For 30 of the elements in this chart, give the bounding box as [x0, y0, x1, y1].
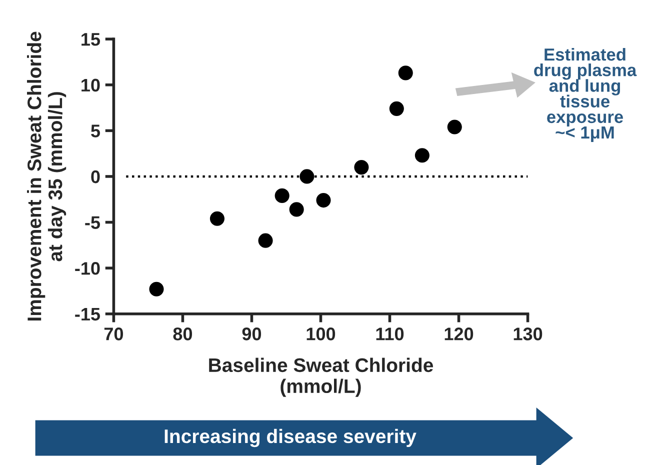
y-tick-label: -10	[75, 262, 100, 275]
x-tick-label: 90	[242, 328, 262, 340]
point	[398, 66, 413, 80]
point	[316, 193, 331, 208]
point	[210, 211, 224, 226]
point	[447, 120, 462, 134]
x-tick-label: 80	[173, 328, 192, 340]
y-tick-label: -15	[75, 308, 100, 321]
point	[274, 188, 290, 203]
x-tick-label: 100	[306, 328, 336, 340]
y-tick-label: 0	[91, 170, 100, 184]
x-tick-label: 70	[104, 328, 123, 340]
x-tick-label: 110	[376, 328, 404, 340]
x-tick-label: 120	[444, 328, 474, 340]
point	[258, 233, 273, 248]
y-axis-title: Improvement in Sweat Chloride at day 35 (mmol/L)	[27, 32, 66, 320]
y-tick-label: -5	[85, 216, 100, 229]
x-axis-title: Baseline Sweat Chloride (mmol/L)	[209, 358, 434, 397]
text: Estimated drug plasma and lung tissue exposure ~< 1μM	[534, 48, 637, 142]
y-tick-label: 5	[91, 124, 100, 138]
point	[354, 160, 369, 175]
point	[389, 101, 404, 116]
y-tick-label: 10	[82, 78, 100, 92]
x-tick-label: 130	[514, 328, 542, 340]
point	[289, 202, 304, 217]
text: Increasing disease severity	[164, 428, 416, 448]
point	[414, 148, 430, 163]
point	[300, 169, 314, 184]
point	[149, 282, 164, 296]
y-tick-label: 15	[82, 33, 100, 46]
